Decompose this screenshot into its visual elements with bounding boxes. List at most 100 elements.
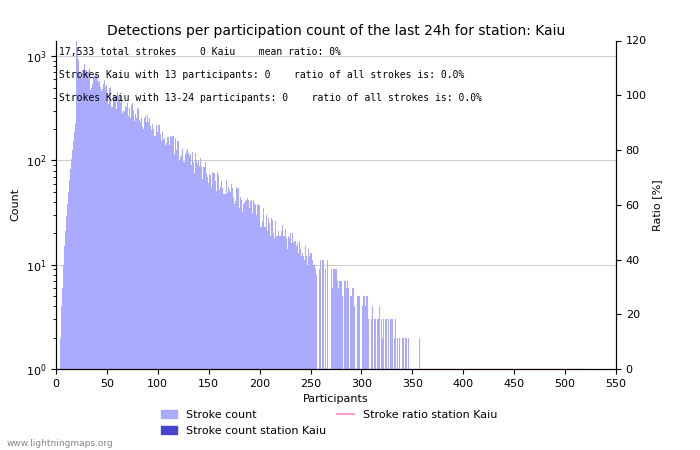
Bar	[372, 306, 373, 450]
Bar	[406, 338, 407, 450]
Bar	[202, 179, 203, 450]
Bar	[408, 338, 409, 450]
Bar	[218, 176, 219, 450]
Bar	[265, 227, 266, 450]
Bar	[391, 319, 393, 450]
Bar	[129, 108, 130, 450]
Bar	[229, 190, 230, 450]
Bar	[187, 148, 188, 450]
Bar	[344, 281, 346, 450]
Bar	[91, 88, 92, 450]
Bar	[419, 338, 420, 450]
Bar	[124, 111, 125, 450]
Bar	[313, 265, 314, 450]
Bar	[62, 265, 64, 450]
Bar	[203, 167, 204, 450]
Bar	[420, 369, 421, 450]
Bar	[176, 141, 178, 450]
Bar	[575, 369, 576, 450]
Bar	[425, 369, 426, 450]
Bar	[286, 249, 288, 450]
Bar	[88, 72, 89, 450]
Bar	[148, 122, 149, 450]
Bar	[352, 288, 353, 450]
Bar	[72, 149, 73, 450]
Bar	[311, 253, 312, 450]
Bar	[195, 153, 196, 450]
Bar	[297, 243, 298, 450]
Bar	[156, 126, 158, 450]
Bar	[261, 227, 262, 450]
Bar	[206, 173, 207, 450]
Bar	[199, 166, 200, 450]
Bar	[469, 369, 470, 450]
Bar	[227, 193, 228, 450]
Bar	[66, 204, 68, 450]
Y-axis label: Count: Count	[10, 188, 20, 221]
Bar	[137, 109, 138, 450]
Bar	[89, 68, 90, 450]
Bar	[350, 296, 351, 450]
Bar	[377, 319, 378, 450]
Bar	[90, 90, 91, 450]
Bar	[80, 77, 81, 450]
Bar	[211, 187, 212, 450]
Bar	[210, 176, 211, 450]
Bar	[246, 200, 247, 450]
Bar	[257, 204, 258, 450]
Bar	[237, 189, 238, 450]
Bar	[78, 60, 79, 450]
Bar	[82, 70, 83, 450]
Bar	[477, 369, 478, 450]
Bar	[96, 74, 97, 450]
Bar	[238, 188, 239, 450]
Bar	[120, 96, 122, 450]
Bar	[130, 118, 131, 450]
Bar	[116, 109, 117, 450]
Bar	[118, 94, 120, 450]
Bar	[340, 281, 341, 450]
Bar	[464, 369, 465, 450]
Bar	[102, 89, 104, 450]
Bar	[582, 369, 583, 450]
Bar	[296, 246, 297, 450]
Bar	[367, 296, 368, 450]
Bar	[275, 221, 276, 450]
Bar	[332, 288, 333, 450]
Bar	[150, 126, 151, 450]
Bar	[198, 161, 199, 450]
Bar	[142, 127, 143, 450]
Bar	[59, 369, 60, 450]
Bar	[180, 157, 181, 450]
Bar	[133, 110, 134, 450]
Bar	[154, 136, 155, 450]
Bar	[92, 84, 93, 450]
Bar	[162, 131, 163, 450]
Bar	[201, 167, 202, 450]
Text: Strokes Kaiu with 13-24 participants: 0    ratio of all strokes is: 0.0%: Strokes Kaiu with 13-24 participants: 0 …	[59, 93, 482, 103]
Bar	[272, 220, 274, 450]
Bar	[193, 162, 194, 450]
Bar	[100, 87, 102, 450]
Bar	[255, 206, 256, 450]
Bar	[178, 160, 180, 450]
Bar	[339, 281, 340, 450]
Bar	[131, 105, 132, 450]
Bar	[284, 236, 285, 450]
Bar	[70, 169, 71, 450]
Bar	[445, 369, 447, 450]
Bar	[81, 77, 82, 450]
Bar	[143, 129, 144, 450]
Stroke ratio station Kaiu	[116, 366, 125, 372]
Bar	[379, 306, 380, 450]
Bar	[346, 281, 348, 450]
Stroke ratio station Kaiu	[52, 366, 61, 372]
Bar	[164, 138, 165, 450]
Bar	[516, 369, 517, 450]
Bar	[294, 241, 295, 450]
Bar	[248, 200, 249, 450]
Bar	[75, 123, 76, 450]
Bar	[228, 187, 229, 450]
Bar	[452, 369, 453, 450]
Bar	[145, 116, 146, 450]
